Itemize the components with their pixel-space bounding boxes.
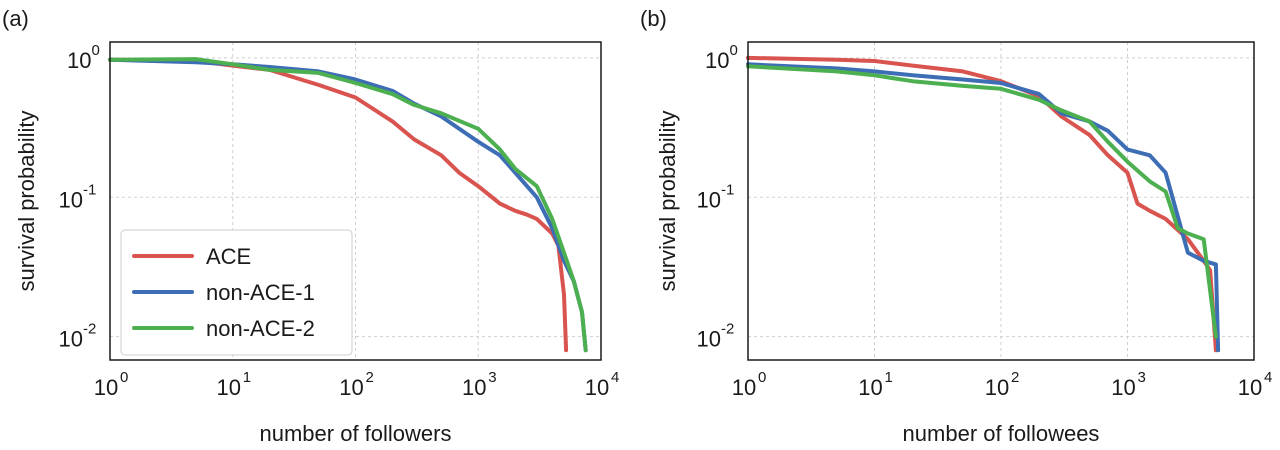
y-tick-exponent: 0 bbox=[730, 42, 738, 59]
x-tick-label: 10 bbox=[858, 375, 882, 400]
y-tick-exponent: -2 bbox=[83, 321, 96, 338]
y-tick-exponent: -2 bbox=[721, 321, 734, 338]
legend-label-ace: ACE bbox=[206, 244, 251, 269]
x-tick-exponent: 0 bbox=[758, 369, 766, 386]
x-tick-exponent: 3 bbox=[488, 369, 496, 386]
x-tick-label: 10 bbox=[217, 375, 241, 400]
y-tick-exponent: -1 bbox=[83, 181, 96, 198]
y-tick-label: 10 bbox=[697, 187, 721, 212]
x-tick-exponent: 4 bbox=[611, 369, 619, 386]
x-tick-label: 10 bbox=[339, 375, 363, 400]
x-tick-label: 10 bbox=[732, 375, 756, 400]
x-tick-label: 10 bbox=[1238, 375, 1262, 400]
x-tick-exponent: 1 bbox=[243, 369, 251, 386]
y-tick-label: 10 bbox=[59, 187, 83, 212]
x-axis-label: number of followers bbox=[260, 421, 452, 446]
legend: ACE non-ACE-1 non-ACE-2 bbox=[120, 229, 353, 356]
y-tick-label: 10 bbox=[59, 327, 83, 352]
y-tick-label: 10 bbox=[67, 48, 91, 73]
series-line-non-ace-2 bbox=[746, 64, 1218, 339]
x-tick-exponent: 2 bbox=[1011, 369, 1019, 386]
y-tick-exponent: -1 bbox=[721, 181, 734, 198]
y-tick-exponent: 0 bbox=[92, 42, 100, 59]
series-line-non-ace-2 bbox=[108, 57, 588, 353]
panel-label: (a) bbox=[2, 6, 29, 31]
legend-label-non-ace-2: non-ACE-2 bbox=[206, 316, 315, 341]
x-tick-exponent: 3 bbox=[1138, 369, 1146, 386]
x-tick-label: 10 bbox=[94, 375, 118, 400]
legend-box bbox=[120, 229, 353, 356]
plot-frame bbox=[109, 41, 602, 361]
x-axis-label: number of followees bbox=[903, 421, 1100, 446]
x-tick-label: 10 bbox=[1111, 375, 1135, 400]
x-tick-exponent: 0 bbox=[120, 369, 128, 386]
panel-label: (b) bbox=[640, 6, 667, 31]
y-tick-label: 10 bbox=[705, 48, 729, 73]
x-tick-exponent: 1 bbox=[885, 369, 893, 386]
x-tick-exponent: 2 bbox=[366, 369, 374, 386]
x-tick-label: 10 bbox=[585, 375, 609, 400]
y-axis-label: survival probability bbox=[14, 111, 39, 292]
x-tick-exponent: 4 bbox=[1264, 369, 1272, 386]
legend-label-non-ace-1: non-ACE-1 bbox=[206, 280, 315, 305]
series-line-ace bbox=[746, 55, 1218, 353]
y-axis-label: survival probability bbox=[655, 111, 680, 292]
series-line-non-ace-1 bbox=[108, 57, 588, 353]
y-tick-label: 10 bbox=[697, 327, 721, 352]
x-tick-label: 10 bbox=[462, 375, 486, 400]
plot-frame bbox=[747, 41, 1255, 361]
x-tick-label: 10 bbox=[985, 375, 1009, 400]
